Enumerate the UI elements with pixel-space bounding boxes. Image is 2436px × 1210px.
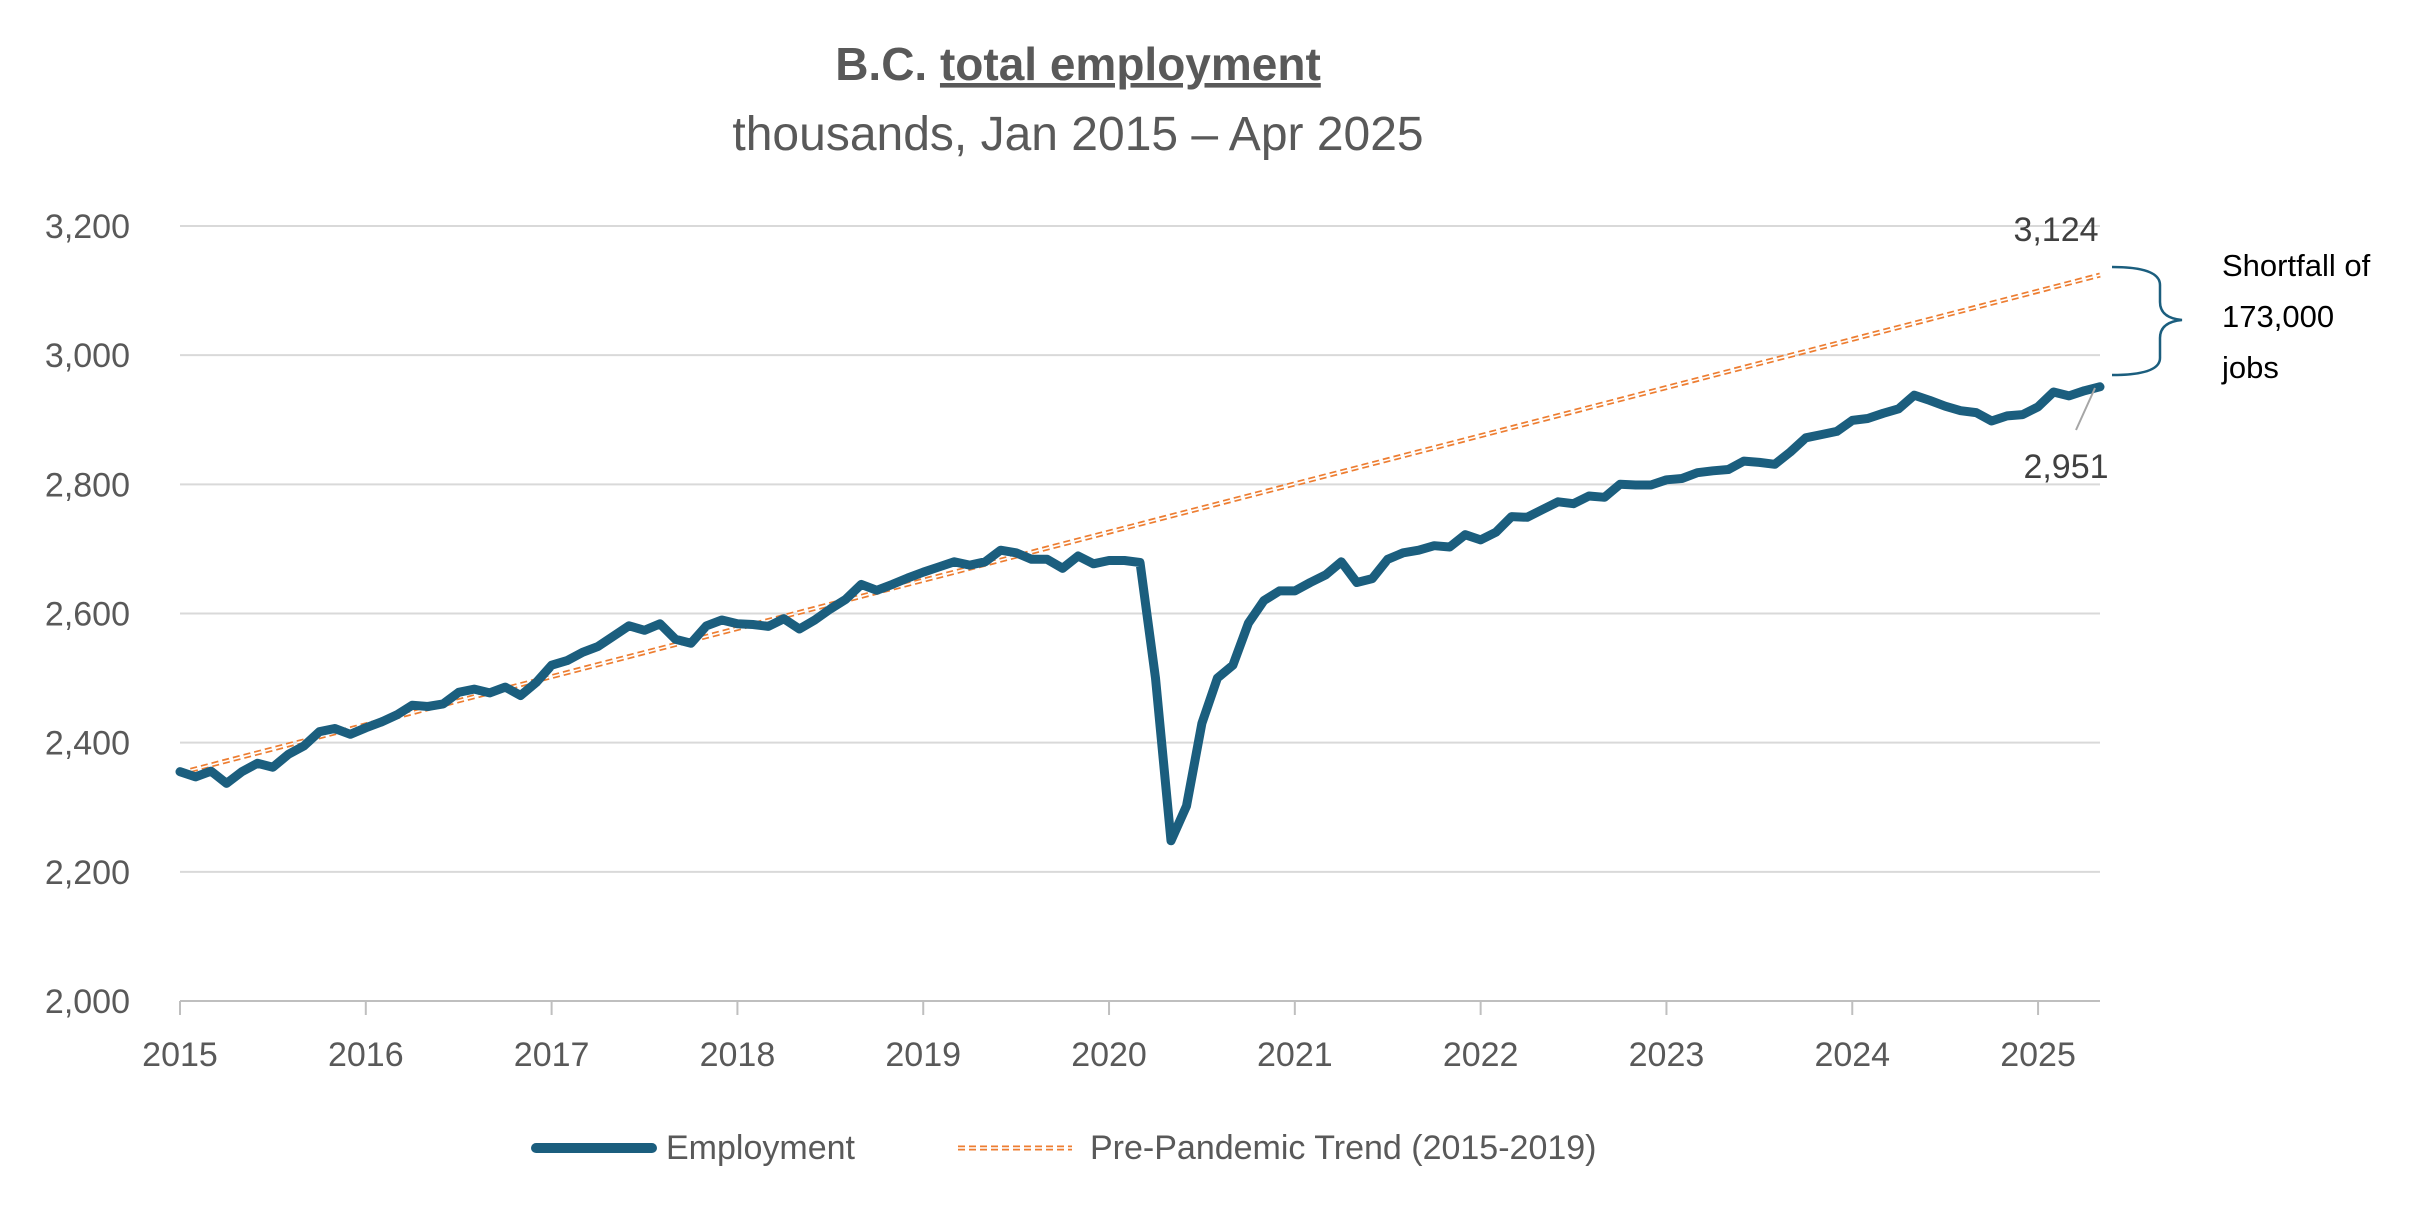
shortfall-brace xyxy=(2111,265,2183,377)
x-tick-label-2021: 2021 xyxy=(1257,1036,1333,1074)
x-tick-label-2016: 2016 xyxy=(328,1036,404,1074)
y-tick-label-2200: 2,200 xyxy=(45,854,130,892)
chart-title-underlined: total employment xyxy=(940,38,1321,90)
x-tick-label-2015: 2015 xyxy=(142,1036,218,1074)
trend-line-inner xyxy=(179,274,2101,774)
x-tick-label-2018: 2018 xyxy=(700,1036,776,1074)
x-tick-label-2017: 2017 xyxy=(514,1036,590,1074)
x-axis: 2015 2016 2017 2018 2019 2020 2021 2022 2023 2024… xyxy=(142,1000,2100,1074)
gridlines xyxy=(180,225,2100,1002)
employment-line xyxy=(175,382,2105,846)
x-tick-label-2019: 2019 xyxy=(885,1036,961,1074)
y-tick-label-2000: 2,000 xyxy=(45,983,130,1021)
employment-label-leader xyxy=(2075,387,2096,431)
plot-area xyxy=(175,272,2105,846)
y-axis: 2,000 2,200 2,400 2,600 2,800 3,000 3,200 xyxy=(45,208,130,1021)
chart-subtitle: thousands, Jan 2015 – Apr 2025 xyxy=(732,108,1423,161)
legend: Employment Pre-Pandemic Trend (2015-2019… xyxy=(531,1129,1597,1167)
shortfall-line-2: 173,000 xyxy=(2222,299,2334,334)
y-tick-label-3200: 3,200 xyxy=(45,208,130,246)
x-tick-label-2025: 2025 xyxy=(2000,1036,2076,1074)
shortfall-line-1: Shortfall of xyxy=(2222,248,2371,283)
y-tick-label-2400: 2,400 xyxy=(45,725,130,763)
shortfall-label: Shortfall of 173,000 jobs xyxy=(2221,248,2379,385)
shortfall-line-3: jobs xyxy=(2221,350,2279,385)
y-tick-label-2800: 2,800 xyxy=(45,466,130,504)
trend-end-label: 3,124 xyxy=(2013,211,2098,249)
legend-employment-label: Employment xyxy=(666,1129,856,1167)
x-tick-label-2020: 2020 xyxy=(1071,1036,1147,1074)
employment-end-label: 2,951 xyxy=(2023,448,2108,486)
y-tick-label-2600: 2,600 xyxy=(45,596,130,634)
y-tick-label-3000: 3,000 xyxy=(45,337,130,375)
legend-trend-label: Pre-Pandemic Trend (2015-2019) xyxy=(1090,1129,1597,1167)
x-tick-label-2022: 2022 xyxy=(1443,1036,1519,1074)
chart-title: B.C. total employment xyxy=(835,38,1321,90)
x-tick-label-2023: 2023 xyxy=(1629,1036,1705,1074)
x-tick-label-2024: 2024 xyxy=(1814,1036,1890,1074)
chart-title-prefix: B.C. xyxy=(835,38,940,90)
